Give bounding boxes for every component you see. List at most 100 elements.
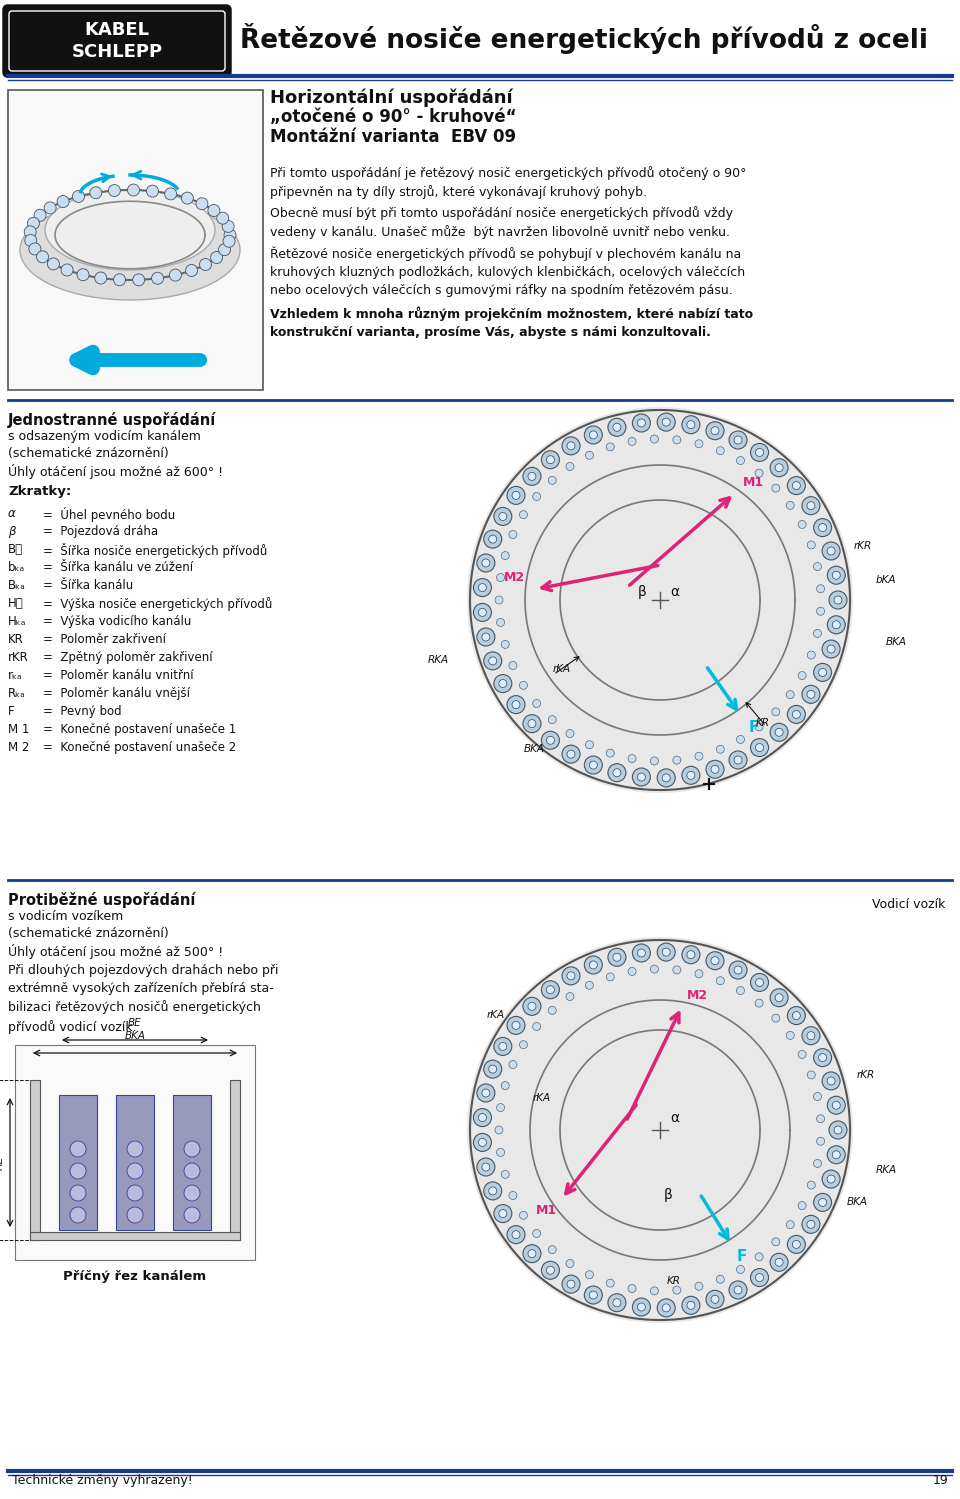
Bar bbox=[116, 1094, 154, 1231]
Circle shape bbox=[807, 1031, 815, 1040]
Circle shape bbox=[541, 1261, 560, 1279]
Bar bbox=[15, 1045, 255, 1261]
Text: F: F bbox=[748, 720, 758, 735]
Circle shape bbox=[477, 555, 495, 573]
Circle shape bbox=[662, 1304, 670, 1312]
Circle shape bbox=[509, 1060, 516, 1069]
Circle shape bbox=[814, 519, 831, 537]
Circle shape bbox=[512, 1021, 520, 1030]
Circle shape bbox=[736, 1265, 745, 1274]
Bar bbox=[59, 1094, 97, 1231]
Circle shape bbox=[756, 469, 763, 477]
Circle shape bbox=[734, 436, 742, 444]
Circle shape bbox=[473, 604, 492, 622]
Circle shape bbox=[828, 1096, 845, 1114]
Circle shape bbox=[210, 252, 223, 264]
Circle shape bbox=[541, 980, 560, 998]
Circle shape bbox=[828, 1145, 845, 1163]
Circle shape bbox=[716, 447, 724, 454]
Circle shape bbox=[807, 651, 815, 660]
Text: =  Poloměr kanálu vnější: = Poloměr kanálu vnější bbox=[43, 687, 190, 700]
Circle shape bbox=[687, 950, 695, 959]
Circle shape bbox=[219, 244, 230, 256]
Circle shape bbox=[477, 1159, 495, 1177]
Circle shape bbox=[729, 751, 747, 769]
Text: =  Zpětný poloměr zakřivení: = Zpětný poloměr zakřivení bbox=[43, 651, 212, 664]
Circle shape bbox=[533, 700, 540, 708]
Circle shape bbox=[786, 1220, 794, 1229]
Circle shape bbox=[828, 1076, 835, 1085]
Circle shape bbox=[817, 1138, 825, 1145]
Circle shape bbox=[57, 195, 69, 207]
Circle shape bbox=[512, 700, 520, 709]
Circle shape bbox=[807, 502, 815, 510]
Circle shape bbox=[662, 947, 670, 956]
Text: bₖₐ: bₖₐ bbox=[8, 561, 25, 574]
Text: α: α bbox=[670, 585, 680, 600]
Circle shape bbox=[786, 1031, 794, 1039]
Text: RKA: RKA bbox=[427, 655, 448, 664]
Circle shape bbox=[35, 210, 46, 222]
Text: M2: M2 bbox=[686, 989, 708, 1001]
Circle shape bbox=[127, 1141, 143, 1157]
Circle shape bbox=[756, 979, 763, 986]
Text: M1: M1 bbox=[743, 475, 764, 489]
Circle shape bbox=[736, 457, 745, 465]
Circle shape bbox=[548, 477, 556, 484]
Circle shape bbox=[519, 1040, 527, 1049]
Circle shape bbox=[612, 769, 621, 776]
Circle shape bbox=[586, 982, 593, 989]
Text: rKR: rKR bbox=[8, 651, 29, 664]
Circle shape bbox=[682, 1297, 700, 1315]
Circle shape bbox=[512, 1231, 520, 1238]
Circle shape bbox=[829, 1121, 847, 1139]
Circle shape bbox=[628, 1285, 636, 1292]
Text: =  Úhel pevného bodu: = Úhel pevného bodu bbox=[43, 507, 176, 522]
Circle shape bbox=[813, 630, 822, 637]
Circle shape bbox=[546, 986, 555, 994]
Circle shape bbox=[711, 427, 719, 435]
Circle shape bbox=[807, 1070, 815, 1079]
Circle shape bbox=[507, 1226, 525, 1244]
Circle shape bbox=[775, 1258, 783, 1267]
Circle shape bbox=[562, 1276, 580, 1294]
Circle shape bbox=[633, 944, 650, 962]
Circle shape bbox=[546, 736, 555, 745]
Circle shape bbox=[477, 1084, 495, 1102]
Circle shape bbox=[482, 633, 490, 642]
Text: =  Šířka nosiče energetických přívodů: = Šířka nosiče energetických přívodů bbox=[43, 543, 268, 558]
Circle shape bbox=[822, 1072, 840, 1090]
Circle shape bbox=[44, 202, 56, 214]
Circle shape bbox=[566, 730, 574, 738]
Circle shape bbox=[607, 973, 614, 980]
Circle shape bbox=[484, 1181, 502, 1199]
Circle shape bbox=[756, 723, 763, 732]
Circle shape bbox=[496, 1103, 505, 1112]
Text: RKA: RKA bbox=[876, 1165, 897, 1175]
Text: Při dlouhých pojezdových drahách nebo při
extrémně vysokých zařízeních přebírá s: Při dlouhých pojezdových drahách nebo př… bbox=[8, 964, 278, 1034]
Circle shape bbox=[217, 213, 228, 225]
Circle shape bbox=[736, 986, 745, 994]
Circle shape bbox=[29, 243, 41, 255]
Circle shape bbox=[523, 1244, 540, 1262]
Circle shape bbox=[828, 567, 845, 585]
Circle shape bbox=[817, 607, 825, 615]
Circle shape bbox=[832, 571, 840, 579]
Circle shape bbox=[772, 1238, 780, 1246]
Circle shape bbox=[585, 426, 602, 444]
Circle shape bbox=[772, 484, 780, 492]
Circle shape bbox=[495, 597, 503, 604]
Circle shape bbox=[36, 250, 49, 262]
Circle shape bbox=[786, 691, 794, 699]
Circle shape bbox=[509, 661, 516, 670]
Circle shape bbox=[711, 956, 719, 965]
Circle shape bbox=[523, 468, 540, 486]
Text: BKA: BKA bbox=[524, 745, 545, 754]
Circle shape bbox=[807, 541, 815, 549]
Circle shape bbox=[482, 559, 490, 567]
Circle shape bbox=[478, 1138, 487, 1147]
Circle shape bbox=[792, 481, 801, 490]
Text: SCHLEPP: SCHLEPP bbox=[71, 43, 162, 61]
Circle shape bbox=[586, 1271, 593, 1279]
Bar bbox=[230, 1079, 240, 1240]
